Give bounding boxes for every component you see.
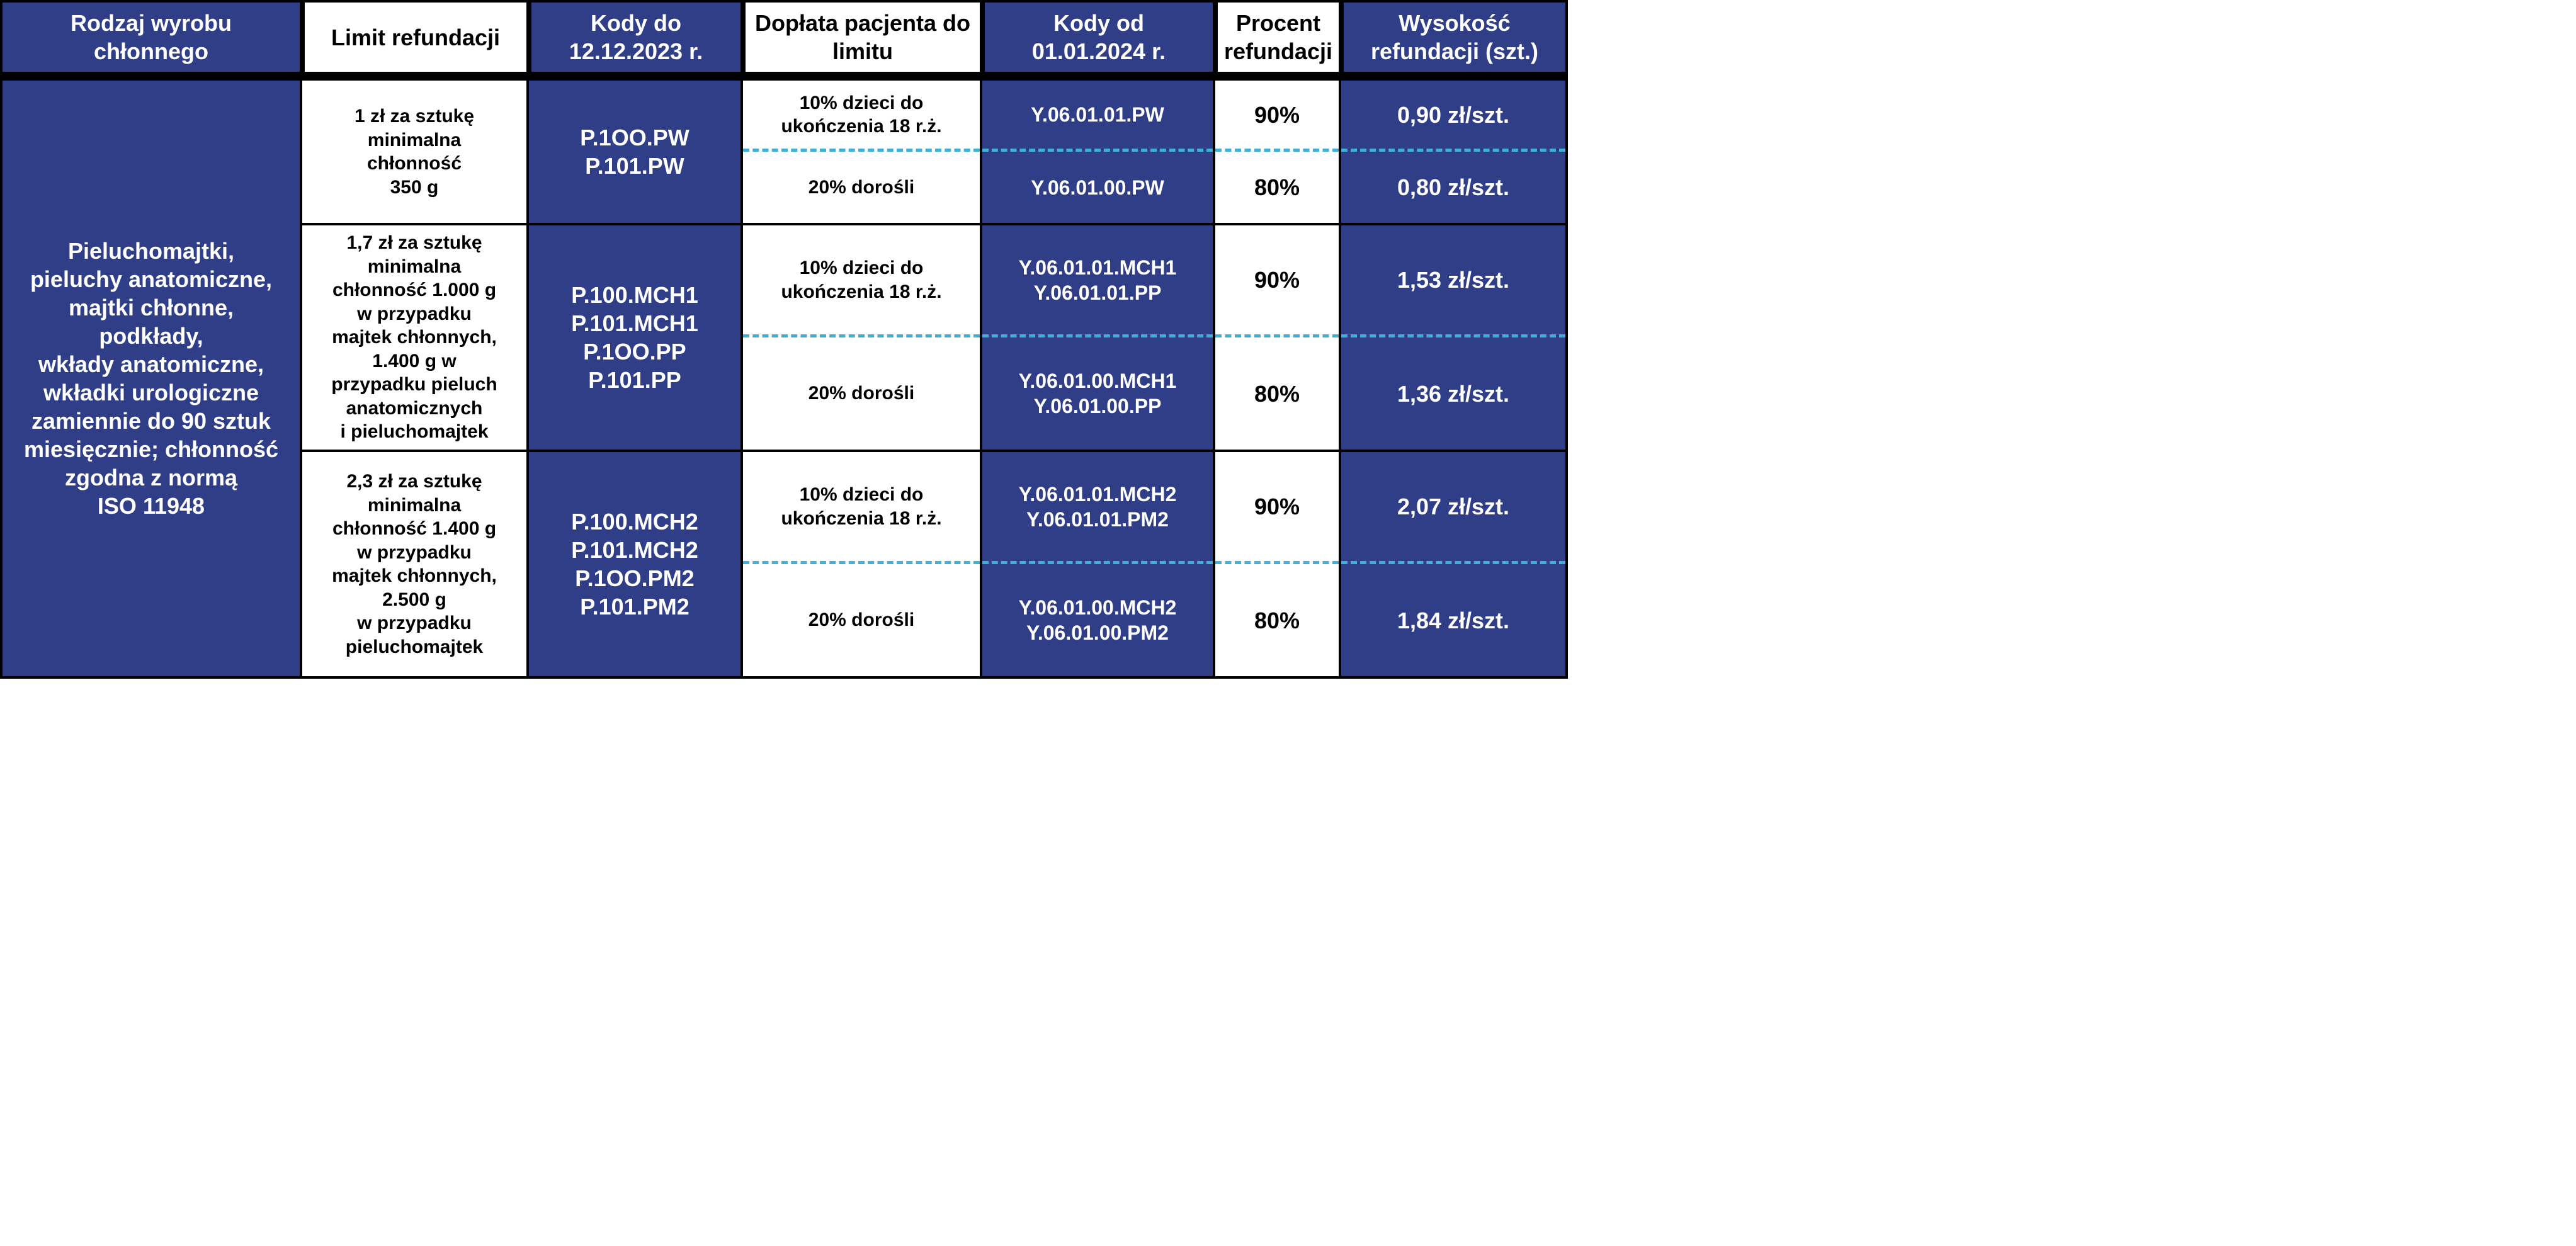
header-col1: Rodzaj wyrobu chłonnego: [0, 0, 302, 74]
wys-g2: 1,53 zł/szt. 1,36 zł/szt.: [1341, 225, 1568, 452]
codes-old-g2: P.100.MCH1 P.101.MCH1 P.1OO.PP P.101.PP: [529, 225, 743, 452]
procent-g3-a: 90%: [1215, 452, 1339, 564]
doplata-g2-a: 10% dzieci do ukończenia 18 r.ż.: [743, 225, 980, 337]
wys-g2-b: 1,36 zł/szt.: [1341, 337, 1565, 450]
wys-g3-b: 1,84 zł/szt.: [1341, 564, 1565, 676]
wys-g2-a: 1,53 zł/szt.: [1341, 225, 1565, 337]
procent-g3-b: 80%: [1215, 564, 1339, 676]
codes-new-g3: Y.06.01.01.MCH2 Y.06.01.01.PM2 Y.06.01.0…: [982, 452, 1215, 679]
codes-new-g2-a: Y.06.01.01.MCH1 Y.06.01.01.PP: [982, 225, 1213, 337]
header-col2: Limit refundacji: [302, 0, 529, 74]
codes-new-g2: Y.06.01.01.MCH1 Y.06.01.01.PP Y.06.01.00…: [982, 225, 1215, 452]
codes-new-g3-b: Y.06.01.00.MCH2 Y.06.01.00.PM2: [982, 564, 1213, 676]
doplata-g3-a: 10% dzieci do ukończenia 18 r.ż.: [743, 452, 980, 564]
header-col4: Dopłata pacjenta do limitu: [743, 0, 982, 74]
codes-old-g3: P.100.MCH2 P.101.MCH2 P.1OO.PM2 P.101.PM…: [529, 452, 743, 679]
procent-g2: 90% 80%: [1215, 225, 1341, 452]
doplata-g1-b: 20% dorośli: [743, 152, 980, 223]
doplata-g3: 10% dzieci do ukończenia 18 r.ż. 20% dor…: [743, 452, 982, 679]
procent-g3: 90% 80%: [1215, 452, 1341, 679]
header-col7: Wysokość refundacji (szt.): [1341, 0, 1568, 74]
product-type-label: Pieluchomajtki, pieluchy anatomiczne, ma…: [0, 74, 302, 679]
doplata-g3-b: 20% dorośli: [743, 564, 980, 676]
codes-new-g1-b: Y.06.01.00.PW: [982, 152, 1213, 223]
doplata-g2: 10% dzieci do ukończenia 18 r.ż. 20% dor…: [743, 225, 982, 452]
limit-g1: 1 zł za sztukę minimalna chłonność 350 g: [302, 74, 529, 225]
wys-g3: 2,07 zł/szt. 1,84 zł/szt.: [1341, 452, 1568, 679]
codes-new-g2-b: Y.06.01.00.MCH1 Y.06.01.00.PP: [982, 337, 1213, 450]
codes-new-g3-a: Y.06.01.01.MCH2 Y.06.01.01.PM2: [982, 452, 1213, 564]
header-col5: Kody od 01.01.2024 r.: [982, 0, 1215, 74]
codes-old-g1: P.1OO.PW P.101.PW: [529, 74, 743, 225]
doplata-g2-b: 20% dorośli: [743, 337, 980, 450]
header-col3: Kody do 12.12.2023 r.: [529, 0, 743, 74]
wys-g1: 0,90 zł/szt. 0,80 zł/szt.: [1341, 74, 1568, 225]
codes-new-g1-a: Y.06.01.01.PW: [982, 81, 1213, 152]
limit-g2: 1,7 zł za sztukę minimalna chłonność 1.0…: [302, 225, 529, 452]
header-col6: Procent refundacji: [1215, 0, 1341, 74]
procent-g2-b: 80%: [1215, 337, 1339, 450]
procent-g1-a: 90%: [1215, 81, 1339, 152]
wys-g1-b: 0,80 zł/szt.: [1341, 152, 1565, 223]
refund-table: Rodzaj wyrobu chłonnego Limit refundacji…: [0, 0, 2576, 679]
procent-g1: 90% 80%: [1215, 74, 1341, 225]
doplata-g1-a: 10% dzieci do ukończenia 18 r.ż.: [743, 81, 980, 152]
doplata-g1: 10% dzieci do ukończenia 18 r.ż. 20% dor…: [743, 74, 982, 225]
wys-g1-a: 0,90 zł/szt.: [1341, 81, 1565, 152]
wys-g3-a: 2,07 zł/szt.: [1341, 452, 1565, 564]
procent-g2-a: 90%: [1215, 225, 1339, 337]
limit-g3: 2,3 zł za sztukę minimalna chłonność 1.4…: [302, 452, 529, 679]
codes-new-g1: Y.06.01.01.PW Y.06.01.00.PW: [982, 74, 1215, 225]
procent-g1-b: 80%: [1215, 152, 1339, 223]
